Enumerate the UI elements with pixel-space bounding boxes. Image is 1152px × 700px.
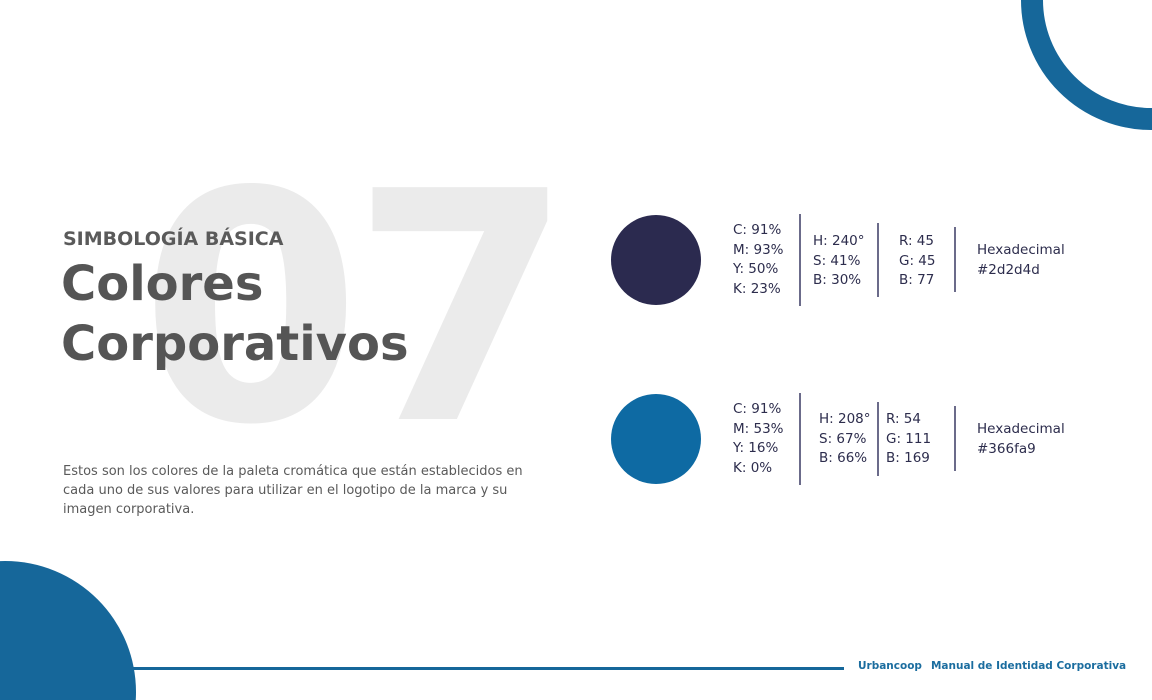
- footer-rule: [130, 667, 844, 670]
- footer-document-title: Manual de Identidad Corporativa: [930, 660, 1127, 672]
- footer-brand: Urbancoop: [858, 660, 922, 672]
- divider: [877, 223, 879, 297]
- cmyk-values: C: 91% M: 93% Y: 50% K: 23%: [733, 222, 784, 297]
- hex-value: Hexadecimal #2d2d4d: [977, 242, 1065, 278]
- divider: [954, 406, 956, 471]
- rgb-values: R: 54 G: 111 B: 169: [886, 411, 932, 466]
- color-swatch: [611, 215, 701, 305]
- cmyk-values: C: 91% M: 53% Y: 16% K: 0%: [733, 401, 784, 476]
- decorative-ring: [1021, 0, 1152, 130]
- divider: [877, 402, 879, 476]
- rgb-values: R: 45 G: 45 B: 77: [899, 233, 936, 288]
- divider: [799, 214, 801, 306]
- hsb-values: H: 240° S: 41% B: 30%: [813, 233, 865, 288]
- decorative-disc: [0, 561, 136, 700]
- section-number-watermark: 07: [140, 124, 573, 494]
- page-description: Estos son los colores de la paleta cromá…: [63, 464, 523, 517]
- hsb-values: H: 208° S: 67% B: 66%: [819, 411, 871, 466]
- divider: [799, 393, 801, 485]
- page-title-line-1: Colores: [61, 256, 264, 312]
- section-eyebrow: SIMBOLOGÍA BÁSICA: [63, 228, 284, 250]
- divider: [954, 227, 956, 292]
- hex-value: Hexadecimal #366fa9: [977, 421, 1065, 457]
- page-title-line-2: Corporativos: [61, 316, 409, 372]
- color-swatch: [611, 394, 701, 484]
- footer: Urbancoop Manual de Identidad Corporativa: [858, 660, 1126, 672]
- page-title: Colores Corporativos: [61, 254, 409, 374]
